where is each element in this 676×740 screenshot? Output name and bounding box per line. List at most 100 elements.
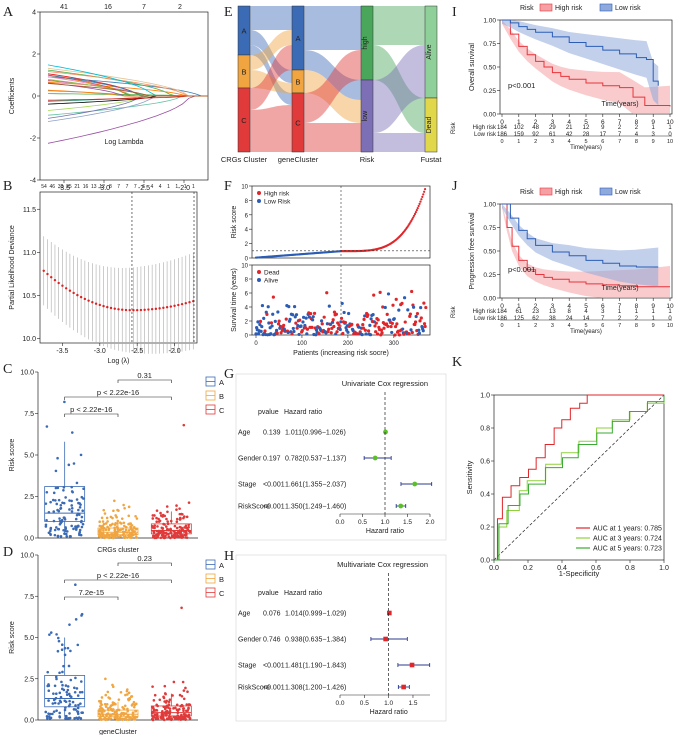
row-pvalue: <0.001 <box>263 482 285 489</box>
survival-point <box>317 331 321 336</box>
survival-point <box>311 315 315 319</box>
jitter-point <box>76 694 80 697</box>
jitter-point <box>74 676 77 680</box>
y-axis-title: Partial Likelihood Deviance <box>9 225 16 310</box>
jitter-point <box>81 509 84 513</box>
risk-table-xlabel: Time(years) <box>570 329 602 335</box>
top-y-axis-tick-label: 2 <box>245 242 249 248</box>
risk-table-value: 3 <box>601 309 605 315</box>
top-y-axis-tick-label: 8 <box>245 199 249 205</box>
jitter-point <box>82 487 85 491</box>
jitter-point <box>67 692 71 696</box>
jitter-point <box>103 512 107 515</box>
jitter-point <box>133 530 136 533</box>
hr-point <box>401 684 406 690</box>
y-axis-tick-label: 0.00 <box>483 112 496 119</box>
risk-table-value: 2 <box>618 316 622 322</box>
deviance-point <box>79 295 83 299</box>
survival-point <box>284 317 288 321</box>
jitter-point <box>132 533 135 537</box>
jitter-point <box>155 520 158 524</box>
risk-table-value: 184 <box>497 309 508 315</box>
survival-point <box>305 332 309 336</box>
comparison-pvalue: p < 2.22e-16 <box>97 571 139 580</box>
jitter-point <box>166 520 169 523</box>
jitter-point <box>58 691 62 695</box>
deviance-point <box>173 304 176 308</box>
y-axis-tick-label: 7.5 <box>24 411 34 418</box>
jitter-point <box>111 713 114 716</box>
x-axis-tick-label: 1.5 <box>408 700 417 707</box>
sankey-flow <box>250 30 292 83</box>
x-axis-tick-label: -3.5 <box>56 348 68 355</box>
survival-point <box>329 331 333 335</box>
survival-point <box>295 326 299 330</box>
jitter-point <box>53 533 57 537</box>
jitter-point <box>109 717 113 720</box>
survival-point <box>369 317 373 321</box>
risk-score-point <box>421 195 424 198</box>
jitter-point <box>185 703 189 706</box>
x-axis-tick-label: -2.0 <box>169 348 181 355</box>
jitter-point <box>80 525 84 529</box>
comparison-bracket <box>117 562 172 566</box>
survival-point <box>341 331 345 336</box>
jitter-point <box>68 712 71 715</box>
panel-label-i: I <box>452 5 457 20</box>
top-tick-label: 1 <box>167 184 170 190</box>
jitter-point <box>155 712 159 716</box>
jitter-point <box>116 714 119 718</box>
risk-score-point <box>413 212 417 216</box>
legend-label: High risk <box>555 5 583 12</box>
jitter-point <box>52 692 55 695</box>
survival-point <box>279 331 283 335</box>
survival-point <box>267 321 271 325</box>
jitter-point <box>55 502 59 506</box>
top-tick-label: 54 <box>41 184 47 190</box>
jitter-point <box>129 522 132 525</box>
jitter-point <box>53 701 57 705</box>
jitter-point <box>178 693 182 697</box>
jitter-point <box>157 533 160 537</box>
survival-point <box>397 333 402 337</box>
sankey-node-label: Alive <box>426 44 433 59</box>
top-y-axis-tick-label: 4 <box>245 228 249 234</box>
jitter-point <box>107 716 111 720</box>
jitter-point <box>187 523 191 527</box>
survival-point <box>291 313 295 317</box>
hr-point <box>412 481 418 487</box>
survival-point <box>305 327 310 331</box>
survival-point <box>379 328 384 332</box>
jitter-point <box>151 526 155 529</box>
jitter-point <box>57 702 60 705</box>
risk-table-tick: 9 <box>652 139 655 145</box>
sankey-node-label: B <box>241 68 246 77</box>
x-axis-tick-label: -2.5 <box>131 348 143 355</box>
survival-point <box>296 323 300 328</box>
x-axis-tick-label: 3 <box>551 303 555 310</box>
risk-table-value: 17 <box>599 132 606 138</box>
jitter-point <box>163 684 167 688</box>
jitter-point <box>113 526 116 530</box>
sankey-node <box>360 79 374 153</box>
header-pvalue: pvalue <box>258 590 279 597</box>
x-axis-tick-label: 0.5 <box>358 519 367 526</box>
survival-point <box>342 310 346 315</box>
jitter-point <box>74 528 78 531</box>
deviance-point <box>61 284 64 287</box>
jitter-point <box>61 670 64 674</box>
x-axis-tick-label: 9 <box>651 303 655 310</box>
survival-point <box>277 319 281 323</box>
jitter-point <box>74 704 77 707</box>
sankey-node-label: C <box>241 116 247 125</box>
jitter-point <box>172 707 175 710</box>
jitter-point <box>151 715 154 718</box>
jitter-point <box>102 522 106 526</box>
legend-swatch <box>539 187 553 196</box>
top-tick-label: 1 <box>184 184 187 190</box>
survival-point <box>339 316 344 320</box>
x-axis-title: CRGs cluster <box>97 547 139 554</box>
risk-table-value: 1 <box>668 125 672 131</box>
survival-point <box>350 322 354 326</box>
